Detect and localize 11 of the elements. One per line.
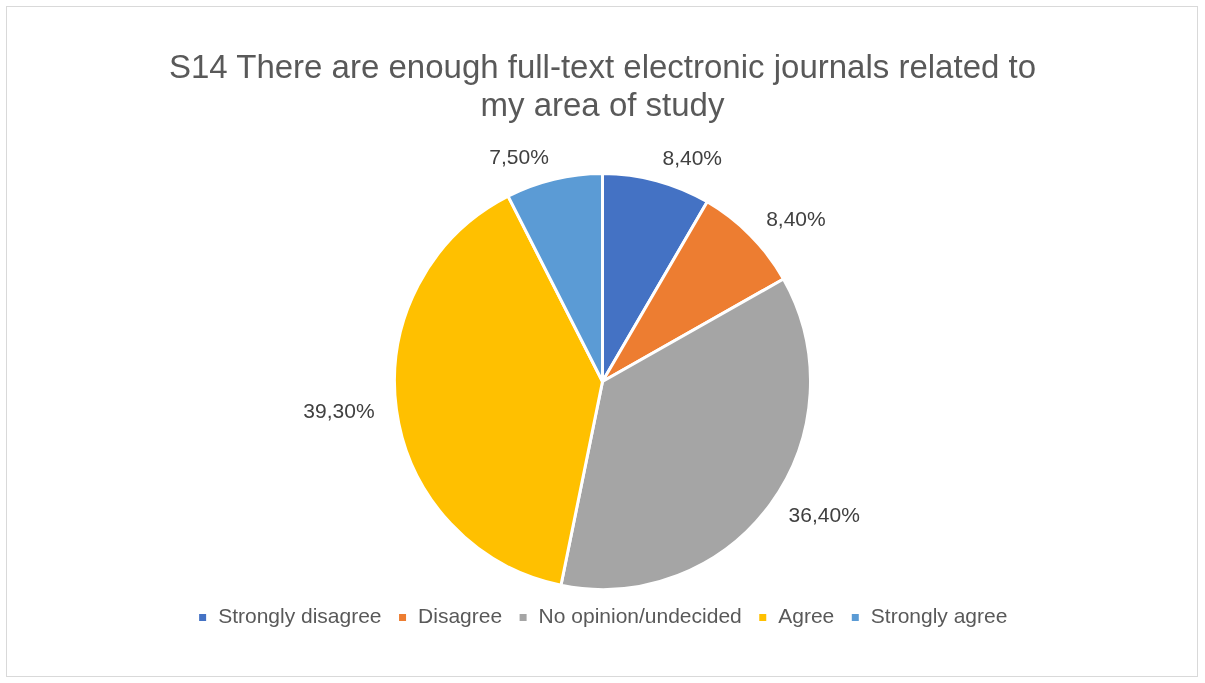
data-label: 8,40%	[662, 146, 723, 170]
data-label: 36,40%	[788, 503, 860, 527]
legend-label: No opinion/undecided	[538, 604, 742, 628]
data-label: 8,40%	[766, 206, 826, 230]
chart-title: S14 There are enough full-text electronic journals related to my area of study	[167, 48, 1038, 124]
data-label: 7,50%	[489, 144, 549, 168]
legend-label: Strongly agree	[870, 604, 1008, 628]
data-label: 39,30%	[303, 399, 375, 423]
legend-label: Strongly disagree	[218, 604, 382, 628]
legend-label: Disagree	[418, 604, 503, 628]
legend-label: Agree	[778, 604, 835, 628]
